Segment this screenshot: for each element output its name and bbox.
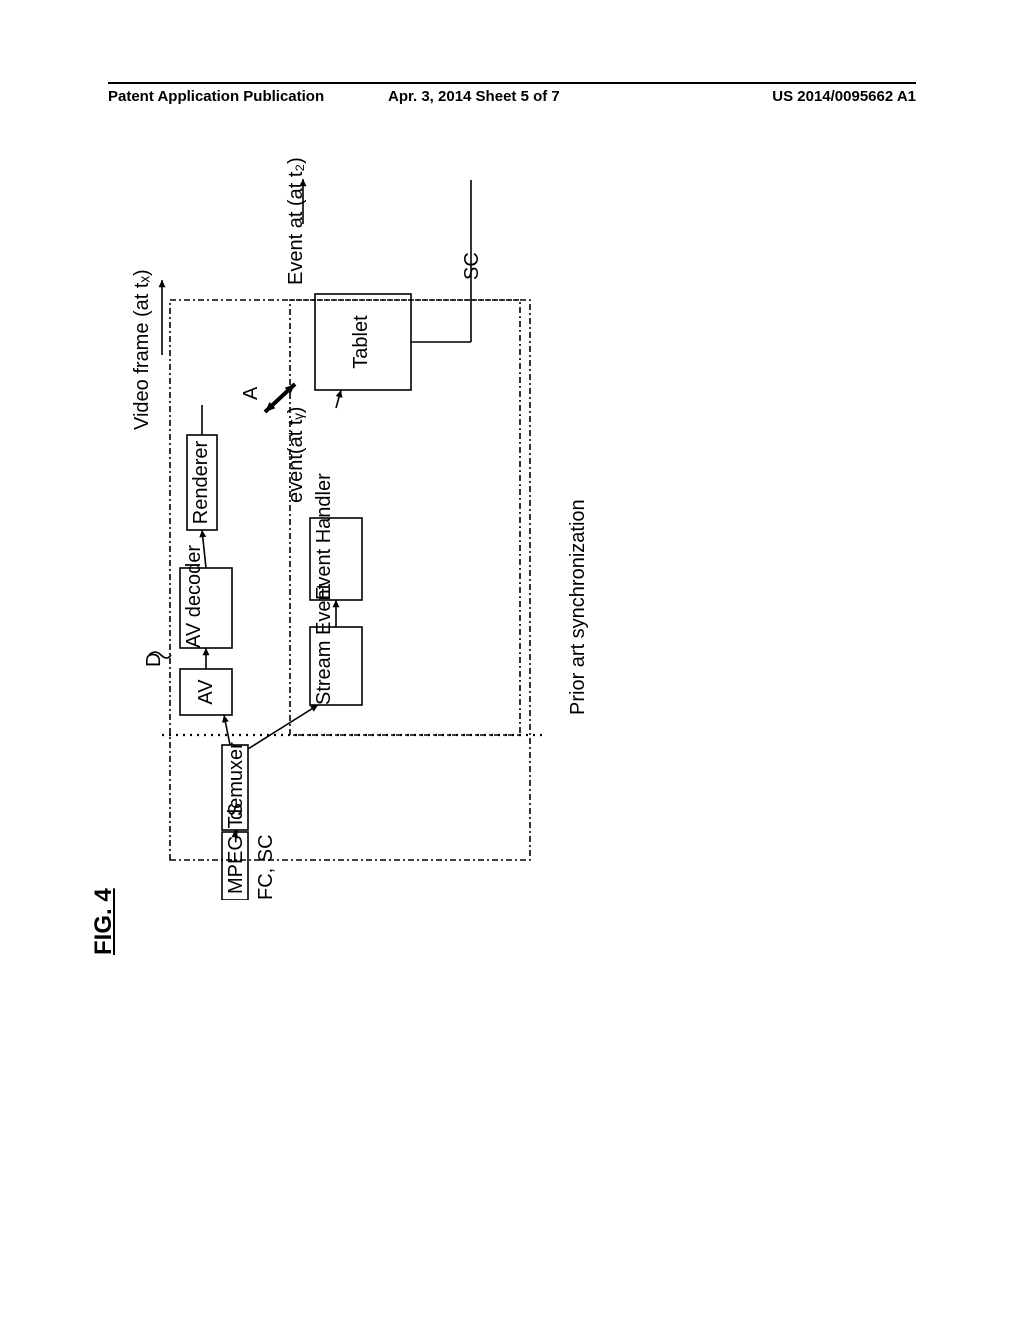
fc-sc-label: FC, SC (255, 834, 278, 900)
page-header: Patent Application Publication Apr. 3, 2… (0, 82, 1024, 112)
event-z-label: Event at (at t₂) (285, 157, 308, 285)
figure-caption-wrap: FIG. 4 (90, 230, 150, 955)
header-left: Patent Application Publication (108, 88, 324, 105)
sc-label: SC (461, 252, 484, 280)
figure-subtitle: Prior art synchronization (567, 499, 590, 715)
av-decoder-label: AV decoder (183, 568, 206, 648)
figure-caption: FIG. 4 (90, 888, 117, 955)
stream-event-label: Stream Event (313, 627, 336, 705)
event-handler-label: Event Handler (313, 518, 336, 600)
figure-4: MPEG-TS FC, SC D A demuxer AV AV decoder… (135, 175, 545, 900)
demuxer-box-label: demuxer (225, 750, 248, 820)
figure-svg (135, 175, 605, 900)
a-label: A (240, 387, 263, 400)
header-center: Apr. 3, 2014 Sheet 5 of 7 (388, 88, 560, 105)
event-y-label: event(at tᵧ) (285, 407, 308, 503)
renderer-label: Renderer (190, 435, 213, 530)
header-rule (108, 82, 916, 84)
tablet-label: Tablet (350, 294, 373, 390)
header-right: US 2014/0095662 A1 (772, 88, 916, 105)
av-box-label: AV (195, 671, 218, 713)
